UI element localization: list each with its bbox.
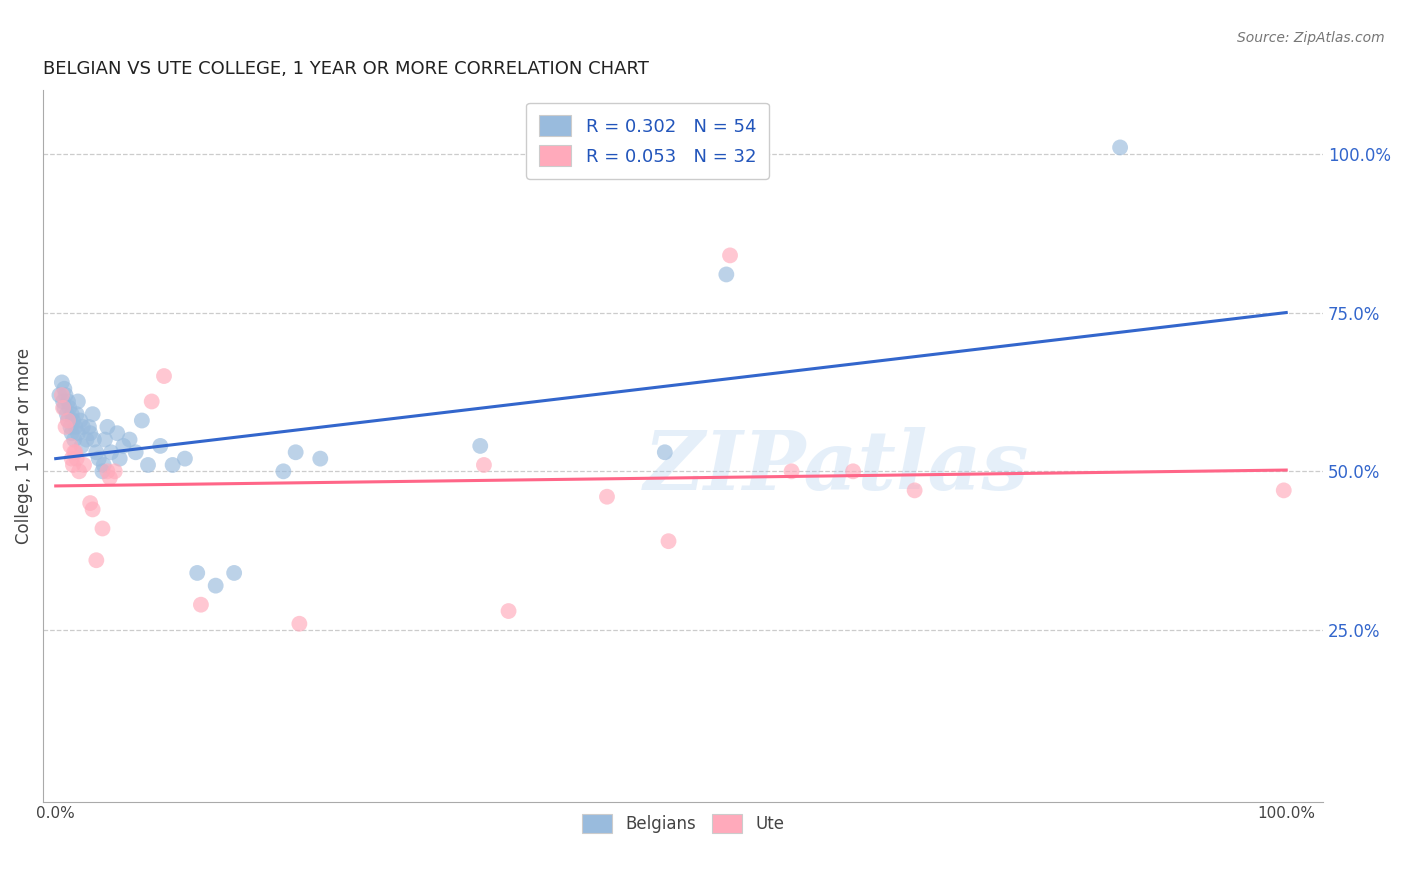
Point (96, 464, 118, 478)
Point (79, 426, 101, 441)
Point (65, 420, 87, 434)
Point (60, 407, 83, 421)
Point (108, 451, 131, 466)
Point (174, 451, 197, 466)
Point (83, 433, 105, 447)
Point (55, 420, 77, 434)
Point (224, 566, 246, 580)
Point (86, 445, 108, 459)
Point (63, 433, 86, 447)
Point (82, 407, 104, 421)
Point (472, 458, 495, 472)
Point (470, 439, 492, 453)
Point (288, 616, 311, 631)
Point (716, 268, 738, 282)
Point (63, 445, 86, 459)
Point (51, 376, 73, 390)
Point (48, 388, 70, 402)
Point (60, 451, 83, 466)
Point (52, 394, 75, 409)
Point (69, 413, 91, 427)
Point (186, 566, 208, 580)
Point (59, 420, 82, 434)
Point (53, 401, 76, 415)
Point (284, 445, 307, 459)
Point (654, 445, 676, 459)
Point (66, 394, 89, 409)
Point (118, 433, 141, 447)
Point (56, 407, 79, 421)
Point (60, 426, 83, 441)
Point (91, 521, 114, 535)
Point (904, 483, 927, 498)
Point (62, 458, 84, 472)
Point (153, 369, 176, 384)
Y-axis label: College, 1 year or more: College, 1 year or more (15, 348, 32, 544)
Point (204, 579, 226, 593)
Point (53, 382, 76, 396)
Point (94, 433, 117, 447)
Point (86, 553, 108, 567)
Point (105, 426, 128, 441)
Point (162, 458, 184, 472)
Point (73, 458, 96, 472)
Point (141, 394, 163, 409)
Point (76, 433, 98, 447)
Point (79, 496, 101, 510)
Point (72, 420, 94, 434)
Point (55, 388, 77, 402)
Point (66, 426, 89, 441)
Title: BELGIAN VS UTE COLLEGE, 1 YEAR OR MORE CORRELATION CHART: BELGIAN VS UTE COLLEGE, 1 YEAR OR MORE C… (44, 60, 650, 78)
Point (70, 439, 93, 453)
Point (87, 451, 110, 466)
Point (66, 451, 89, 466)
Point (66, 407, 89, 421)
Text: ZIPatlas: ZIPatlas (644, 427, 1029, 508)
Point (112, 439, 135, 453)
Point (52, 401, 75, 415)
Point (596, 490, 619, 504)
Point (65, 445, 87, 459)
Point (100, 445, 122, 459)
Point (56, 413, 79, 427)
Point (780, 464, 803, 478)
Legend: Belgians, Ute: Belgians, Ute (572, 804, 794, 843)
Point (51, 388, 73, 402)
Point (62, 413, 84, 427)
Point (309, 451, 332, 466)
Point (67, 464, 90, 478)
Point (91, 464, 114, 478)
Point (273, 464, 295, 478)
Point (131, 413, 153, 427)
Point (96, 420, 118, 434)
Point (842, 464, 865, 478)
Point (82, 502, 104, 516)
Point (125, 445, 148, 459)
Point (56, 394, 79, 409)
Point (59, 439, 82, 453)
Point (149, 439, 172, 453)
Point (136, 458, 159, 472)
Point (190, 598, 212, 612)
Point (56, 413, 79, 427)
Point (1109, 140, 1132, 154)
Point (1272, 483, 1295, 498)
Point (58, 401, 80, 415)
Point (93, 458, 115, 472)
Point (718, 248, 741, 262)
Point (77, 420, 100, 434)
Point (98, 471, 121, 485)
Point (498, 604, 520, 618)
Text: Source: ZipAtlas.com: Source: ZipAtlas.com (1237, 31, 1385, 45)
Point (657, 534, 679, 549)
Point (104, 464, 127, 478)
